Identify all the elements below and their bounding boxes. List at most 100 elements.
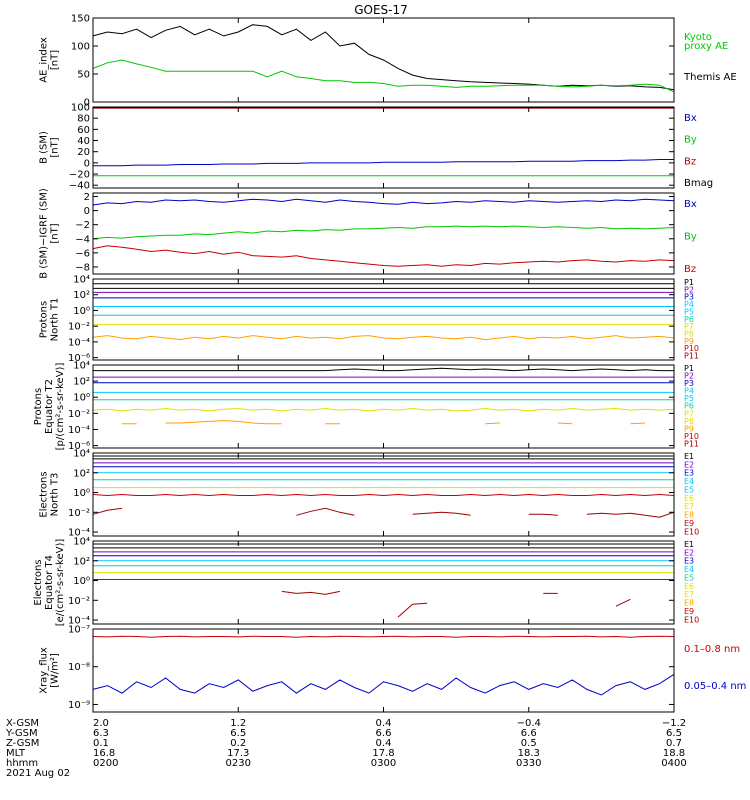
legend-item: Themis AE bbox=[683, 72, 737, 83]
y-axis-label: Protons bbox=[39, 301, 50, 338]
legend-item: Bx bbox=[684, 199, 697, 210]
y-tick-label: 10⁻⁶ bbox=[68, 353, 90, 364]
legend-item: P3 bbox=[684, 379, 694, 388]
y-axis-label: [p/(cm²-s-sr-keV)] bbox=[55, 363, 66, 451]
x-axis-row-label: Z-GSM bbox=[6, 738, 39, 749]
y-tick-label: 10⁻⁴ bbox=[68, 425, 90, 436]
y-tick-label: 10⁻⁹ bbox=[68, 700, 90, 711]
legend-item: P3 bbox=[684, 293, 694, 302]
y-tick-label: 100 bbox=[71, 103, 90, 114]
y-axis-label: [nT] bbox=[50, 223, 61, 243]
y-tick-label: 10⁻⁶ bbox=[68, 441, 90, 452]
date-label: 2021 Aug 02 bbox=[6, 768, 70, 779]
panel-frame bbox=[92, 192, 675, 275]
chart-title: GOES-17 bbox=[354, 3, 408, 17]
panel-bdiff: −8 −6 −4 −2 0 2 B (SM)−IGRF (SM) [nT] Bx By Bz bbox=[39, 188, 697, 279]
legend-item: P1 bbox=[684, 278, 694, 287]
legend-item: E3 bbox=[684, 469, 694, 478]
legend-item: E1 bbox=[684, 452, 694, 461]
y-tick-label: 10⁴ bbox=[73, 361, 90, 372]
x-axis-row-label: MLT bbox=[6, 748, 26, 759]
series-line-en-7 bbox=[92, 493, 675, 497]
series-line-pe-6 bbox=[122, 420, 646, 425]
legend-item: E7 bbox=[684, 590, 694, 599]
legend-item: 0.05–0.4 nm bbox=[684, 681, 746, 692]
legend-item: E10 bbox=[684, 615, 699, 624]
x-axis-row-label: X-GSM bbox=[6, 718, 39, 729]
y-tick-label: 10⁻⁴ bbox=[68, 616, 90, 627]
legend-item: P9 bbox=[684, 424, 694, 433]
x-axis-value: −0.4 bbox=[517, 718, 541, 729]
x-axis-value: 17.3 bbox=[227, 748, 249, 759]
legend-item: E9 bbox=[684, 607, 694, 616]
y-tick-label: 10⁻⁷ bbox=[68, 625, 90, 636]
y-axis-label: B (SM)−IGRF (SM) bbox=[39, 188, 50, 279]
x-axis-row-label: Y-GSM bbox=[5, 728, 38, 739]
legend-item: P10 bbox=[684, 432, 699, 441]
y-tick-label: 10⁴ bbox=[73, 275, 90, 286]
series-line-ae-1 bbox=[92, 59, 675, 93]
legend-item: P2 bbox=[684, 372, 694, 381]
y-tick-label: 150 bbox=[71, 14, 90, 25]
legend-item: Bx bbox=[684, 113, 697, 124]
x-axis-value: 0300 bbox=[371, 758, 396, 769]
y-axis-label: B (SM) bbox=[39, 131, 50, 164]
x-axis-value: 2.0 bbox=[93, 718, 109, 729]
x-axis-value: 16.8 bbox=[93, 748, 115, 759]
y-tick-label: 50 bbox=[77, 70, 90, 81]
legend-item: P1 bbox=[684, 364, 694, 373]
y-tick-label: 10⁻⁴ bbox=[68, 337, 90, 348]
legend-item: P7 bbox=[684, 322, 694, 331]
y-tick-label: −40 bbox=[69, 181, 90, 192]
series-line-bsm-2 bbox=[93, 159, 674, 167]
legend-item: E7 bbox=[684, 502, 694, 511]
series-line-pe-5 bbox=[92, 407, 675, 412]
y-tick-label: 100 bbox=[71, 42, 90, 53]
y-axis-label: Electrons bbox=[33, 559, 44, 605]
x-axis-value: 0.2 bbox=[230, 738, 246, 749]
y-axis-label: Equator T4 bbox=[44, 555, 55, 610]
legend-item: proxy AE bbox=[684, 41, 728, 52]
series-line-en-8 bbox=[92, 507, 675, 518]
y-axis-label: Xray_flux bbox=[39, 647, 50, 694]
x-axis-value: 0.5 bbox=[521, 738, 537, 749]
y-axis-label: [e/(cm²-s-sr-keV)] bbox=[55, 539, 66, 627]
y-tick-label: 10⁻² bbox=[68, 508, 90, 519]
series-line-pn-7 bbox=[92, 335, 675, 341]
y-tick-label: 10⁰ bbox=[73, 306, 90, 317]
y-tick-label: −8 bbox=[75, 262, 90, 273]
y-tick-label: −6 bbox=[75, 248, 90, 259]
y-tick-label: −20 bbox=[69, 170, 90, 181]
x-axis-value: −1.2 bbox=[662, 718, 686, 729]
legend-item: P7 bbox=[684, 409, 694, 418]
y-tick-label: 60 bbox=[77, 125, 90, 136]
legend-item: Bz bbox=[684, 264, 696, 275]
panel-frame bbox=[92, 540, 675, 625]
y-axis-label: AE_index bbox=[39, 37, 50, 83]
y-tick-label: 0 bbox=[84, 98, 90, 109]
panel-en: 10⁻⁴ 10⁻² 10⁰ 10² 10⁴ Electrons North T3 E1E2E3… bbox=[39, 449, 700, 539]
y-tick-label: 10² bbox=[73, 290, 90, 301]
x-axis-value: 6.6 bbox=[521, 728, 537, 739]
x-axis-value: 0230 bbox=[226, 758, 251, 769]
x-axis-value: 18.3 bbox=[518, 748, 540, 759]
y-axis-label: [nT] bbox=[50, 137, 61, 157]
x-axis-value: 1.2 bbox=[230, 718, 246, 729]
series-line-bdiff-2 bbox=[92, 245, 675, 267]
legend-item: P6 bbox=[684, 402, 694, 411]
x-axis-table: X-GSM 2.0 1.2 0.4 −0.4 −1.2 Y-GSM 6.3 6.5 6.6 6.6 6… bbox=[5, 718, 687, 779]
panel-frame bbox=[92, 278, 675, 361]
legend-item: By bbox=[684, 135, 697, 146]
y-axis-label: Equator T2 bbox=[44, 379, 55, 434]
legend-item: P8 bbox=[684, 417, 694, 426]
y-tick-label: 2 bbox=[84, 192, 90, 203]
panel-frame bbox=[92, 452, 675, 537]
legend-item: E5 bbox=[684, 485, 694, 494]
legend-item: E4 bbox=[684, 477, 694, 486]
legend-item: P5 bbox=[684, 394, 694, 403]
y-tick-label: 0 bbox=[84, 206, 90, 217]
y-axis-label: [nT] bbox=[50, 50, 61, 70]
legend-item: E8 bbox=[684, 511, 694, 520]
legend-item: E6 bbox=[684, 494, 694, 503]
